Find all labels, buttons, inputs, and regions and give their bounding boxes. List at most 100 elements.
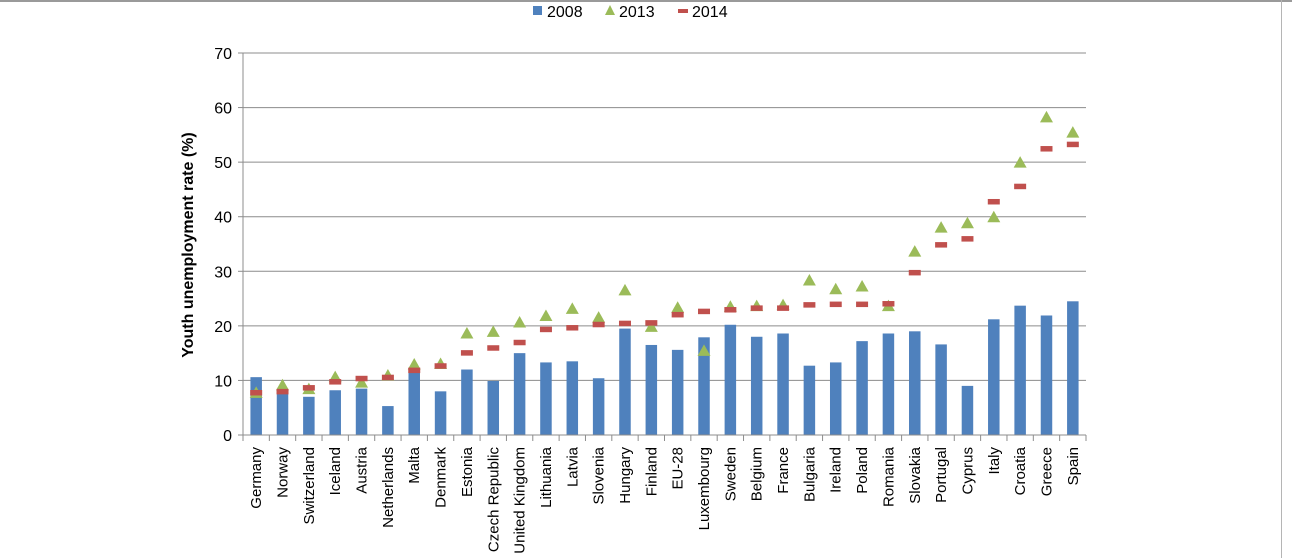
bar-2008-finland <box>645 344 658 435</box>
x-label-eu-28: EU-28 <box>670 447 687 490</box>
marker-2014-iceland <box>329 379 342 385</box>
x-label-norway: Norway <box>275 447 292 498</box>
x-label-poland: Poland <box>854 447 871 494</box>
bar-2008-cyprus <box>961 385 974 435</box>
bar-2008-bulgaria <box>803 365 816 435</box>
marker-2014-poland <box>856 301 869 308</box>
marker-2013-united-kingdom <box>513 316 527 328</box>
x-label-portugal: Portugal <box>933 447 950 503</box>
gridlines <box>243 52 1086 381</box>
marker-2013-cyprus <box>960 216 974 229</box>
x-label-finland: Finland <box>643 447 660 496</box>
x-label-germany: Germany <box>248 447 265 509</box>
marker-2013-bulgaria <box>802 274 816 286</box>
marker-2014-malta <box>408 367 421 374</box>
x-label-iceland: Iceland <box>327 447 344 495</box>
x-label-slovenia: Slovenia <box>591 446 608 504</box>
x-axis-category-labels: Germany Norway Switzerland Iceland Austria Ne… <box>248 446 1082 553</box>
window-top-border <box>0 0 1292 2</box>
y-axis-title: Youth unemployment rate (%) <box>180 132 197 358</box>
y-tick-label: 10 <box>214 373 232 390</box>
marker-2013-slovenia <box>592 311 606 323</box>
x-label-denmark: Denmark <box>433 447 450 508</box>
marker-2014-finland <box>645 320 658 326</box>
x-label-united-kingdom: United Kingdom <box>512 447 529 554</box>
bar-2008-croatia <box>1014 305 1026 435</box>
marker-2013-ireland <box>829 282 843 295</box>
marker-2013-slovakia <box>908 245 922 257</box>
bar-2008-iceland <box>329 390 341 435</box>
marker-2013-eu-28 <box>671 301 685 313</box>
marker-2014-luxembourg <box>698 308 711 315</box>
series-2013-markers <box>249 110 1080 398</box>
bar-2008-slovenia <box>592 378 605 435</box>
legend-2008-swatch <box>533 6 542 15</box>
y-tick-label: 20 <box>214 319 232 336</box>
marker-2014-italy <box>987 198 1000 205</box>
x-label-latvia: Latvia <box>564 446 581 487</box>
bar-2008-italy <box>988 319 1000 435</box>
marker-2013-luxembourg <box>697 344 711 356</box>
bar-2008-greece <box>1040 315 1053 435</box>
bar-2008-slovakia <box>909 331 921 435</box>
marker-2013-croatia <box>1013 156 1027 168</box>
marker-2014-cyprus <box>961 236 974 242</box>
x-label-italy: Italy <box>986 447 1003 475</box>
bar-2008-france <box>777 333 789 435</box>
marker-2014-netherlands <box>381 374 394 381</box>
marker-2013-czech-republic <box>486 325 500 337</box>
x-label-spain: Spain <box>1065 447 1082 485</box>
x-label-sweden: Sweden <box>722 447 739 501</box>
bar-2008-hungary <box>619 328 631 435</box>
x-label-greece: Greece <box>1038 447 1055 496</box>
marker-2014-czech-republic <box>487 345 500 351</box>
x-label-romania: Romania <box>880 446 897 507</box>
bar-2008-belgium <box>750 336 763 435</box>
marker-2013-hungary <box>618 283 632 296</box>
bar-2008-latvia <box>566 361 579 435</box>
marker-2014-austria <box>355 375 368 382</box>
bar-2008-switzerland <box>303 396 315 435</box>
x-label-hungary: Hungary <box>617 447 634 504</box>
marker-2013-austria <box>355 376 369 388</box>
marker-2014-denmark <box>434 363 447 369</box>
y-tick-label: 70 <box>214 46 232 63</box>
marker-2014-eu-28 <box>671 311 684 318</box>
marker-2014-germany <box>250 389 263 396</box>
x-label-croatia: Croatia <box>1012 446 1029 495</box>
marker-2014-estonia <box>460 350 473 356</box>
x-label-austria: Austria <box>354 446 371 493</box>
y-axis-ticks: 0 10 20 30 40 50 60 70 <box>214 46 243 445</box>
bar-2008-czech-republic <box>487 380 500 435</box>
y-tick-label: 50 <box>214 155 232 172</box>
x-label-switzerland: Switzerland <box>301 447 318 525</box>
marker-2013-portugal <box>934 221 948 233</box>
bar-2008-austria <box>355 388 368 435</box>
x-label-luxembourg: Luxembourg <box>696 447 713 530</box>
marker-2014-portugal <box>935 242 948 248</box>
marker-2014-spain <box>1066 141 1079 148</box>
x-label-malta: Malta <box>406 446 423 483</box>
legend-2014-label: 2014 <box>692 4 728 21</box>
marker-2014-united-kingdom <box>513 339 526 346</box>
marker-2014-slovakia <box>908 269 921 276</box>
y-tick-label: 40 <box>214 210 232 227</box>
bar-2008-poland <box>856 341 868 435</box>
bar-2008-united-kingdom <box>513 353 526 435</box>
series-2014-markers <box>250 141 1079 396</box>
marker-2014-hungary <box>618 320 631 327</box>
bar-2008-netherlands <box>382 406 394 435</box>
legend-2014-swatch <box>678 9 688 13</box>
marker-2014-ireland <box>829 301 842 308</box>
y-tick-label: 30 <box>214 264 232 281</box>
marker-2014-bulgaria <box>803 302 816 308</box>
bar-2008-sweden <box>724 324 737 435</box>
marker-2014-sweden <box>724 307 737 313</box>
x-label-czech-republic: Czech Republic <box>485 447 502 553</box>
x-label-belgium: Belgium <box>749 447 766 501</box>
marker-2013-norway <box>276 378 290 391</box>
bar-2008-romania <box>882 333 895 435</box>
x-label-estonia: Estonia <box>459 446 476 497</box>
marker-2014-switzerland <box>302 385 315 391</box>
window-right-border <box>1281 0 1282 558</box>
